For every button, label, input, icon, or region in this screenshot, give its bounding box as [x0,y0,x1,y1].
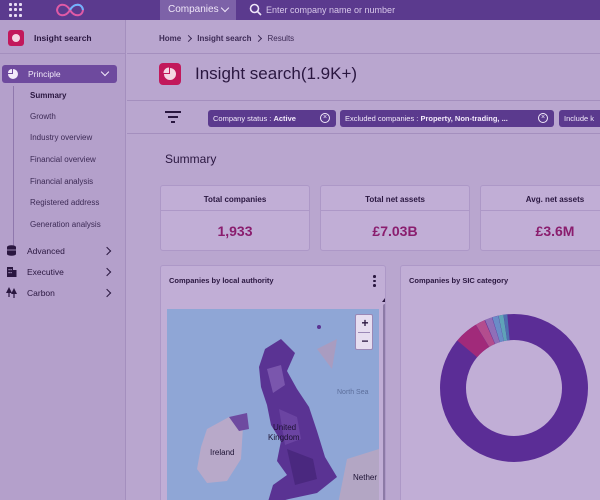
breadcrumb-current: Results [267,34,295,43]
scrollbar-thumb[interactable] [383,304,385,500]
sidebar-item-carbon[interactable]: Carbon [0,285,126,301]
breadcrumb-home[interactable]: Home [159,34,182,43]
filter-chip-company-status[interactable]: Company status : Active × [208,110,336,127]
search-icon [249,3,262,16]
main-content: Home Insight search Results Insight sear… [127,20,600,500]
companies-dropdown[interactable]: Companies [160,0,236,20]
stat-card-avg-net-assets: Avg. net assets £3.6M [480,185,600,251]
panel-title: Companies by SIC category [409,276,509,285]
panel-title: Companies by local authority [169,276,274,285]
more-options-icon[interactable] [372,275,376,287]
page-title: Insight search(1.9K+) [195,64,358,83]
sidebar-subitem-industry-overview[interactable]: Industry overview [30,133,93,142]
filter-icon[interactable] [165,111,181,123]
divider [321,210,469,211]
stat-value: 1,933 [217,223,253,239]
zoom-out-button[interactable]: − [361,334,369,348]
uk-map[interactable]: North Sea Ireland United Kingdom Nether … [167,309,379,500]
filter-chip-value: Active [273,114,296,123]
apps-grid-icon[interactable] [9,3,23,17]
trees-icon [6,287,17,298]
building-icon [7,267,17,277]
filter-chip-label: Excluded companies : [345,114,421,123]
divider [127,53,600,54]
filter-chip-include[interactable]: Include k [559,110,600,127]
companies-dropdown-label: Companies [168,4,219,15]
top-bar: Companies [0,0,600,20]
sidebar-subitem-registered-address[interactable]: Registered address [30,198,100,207]
breadcrumb: Home Insight search Results [159,34,294,43]
divider [481,210,600,211]
pie-chart-icon [8,69,18,79]
sic-donut-chart[interactable] [439,313,589,463]
stat-label: Total net assets [365,195,425,204]
company-search-input[interactable] [266,1,596,19]
sidebar-header: Insight search [0,20,126,54]
panel-companies-by-local-authority: Companies by local authority Nor [160,265,386,500]
map-zoom-control: + − [355,314,373,350]
sidebar-item-principle[interactable]: Principle [2,65,117,83]
sidebar: Insight search Principle Summary Growth … [0,20,126,500]
remove-filter-icon[interactable]: × [538,113,548,123]
sidebar-item-label: Principle [28,69,61,79]
donut-slice[interactable] [439,313,589,463]
donut-slice[interactable] [439,313,589,463]
sidebar-item-label: Executive [27,267,64,277]
sidebar-subitem-financial-analysis[interactable]: Financial analysis [30,177,94,186]
summary-heading: Summary [165,152,217,166]
infinity-logo-icon [55,3,85,17]
divider [358,332,370,333]
sidebar-subitem-generation-analysis[interactable]: Generation analysis [30,220,101,229]
page-pie-icon [159,63,181,85]
filter-chip-label: Include k [564,114,595,123]
chevron-right-icon [102,267,112,277]
sidebar-item-executive[interactable]: Executive [0,264,126,280]
chevron-right-icon [102,288,112,298]
filter-chip-value: Property, Non-trading, ... [420,114,508,123]
map-label-united: United [273,423,297,432]
submenu-guide-line [13,86,14,254]
filter-bar: Company status : Active × Excluded compa… [127,100,600,134]
divider [161,210,309,211]
insight-app-icon [8,30,24,46]
stat-label: Total companies [203,195,267,204]
map-label-ireland: Ireland [210,448,235,457]
chevron-down-icon [100,67,110,77]
panel-companies-by-sic-category: Companies by SIC category [400,265,600,500]
stat-card-total-net-assets: Total net assets £7.03B [320,185,470,251]
filter-chip-excluded-companies[interactable]: Excluded companies : Property, Non-tradi… [340,110,554,127]
chevron-right-icon [255,34,263,43]
filter-chip-label: Company status : [213,114,274,123]
sidebar-item-label: Carbon [27,288,55,298]
breadcrumb-insight-search[interactable]: Insight search [197,34,252,43]
uk-map-graphic [197,325,379,500]
sidebar-subitem-summary[interactable]: Summary [30,91,67,100]
sidebar-subitem-financial-overview[interactable]: Financial overview [30,155,96,164]
sidebar-item-label: Advanced [27,246,65,256]
map-label-kingdom: Kingdom [268,433,300,442]
database-icon [7,245,16,256]
scroll-up-icon[interactable] [382,298,385,302]
stat-label: Avg. net assets [525,195,585,204]
sidebar-title: Insight search [34,33,92,43]
chevron-right-icon [102,246,112,256]
stat-value: £3.6M [535,223,575,239]
donut-main-slice[interactable] [440,314,588,462]
sidebar-item-advanced[interactable]: Advanced [0,243,126,259]
map-label-netherlands: Nether [353,473,378,482]
remove-filter-icon[interactable]: × [320,113,330,123]
stat-value: £7.03B [372,223,418,239]
chevron-down-icon [220,3,230,13]
chevron-right-icon [185,34,193,43]
zoom-in-button[interactable]: + [361,316,369,330]
stat-card-total-companies: Total companies 1,933 [160,185,310,251]
map-label-north-sea: North Sea [337,389,369,396]
sidebar-subitem-growth[interactable]: Growth [30,112,56,121]
panel-scrollbar[interactable] [382,298,385,500]
